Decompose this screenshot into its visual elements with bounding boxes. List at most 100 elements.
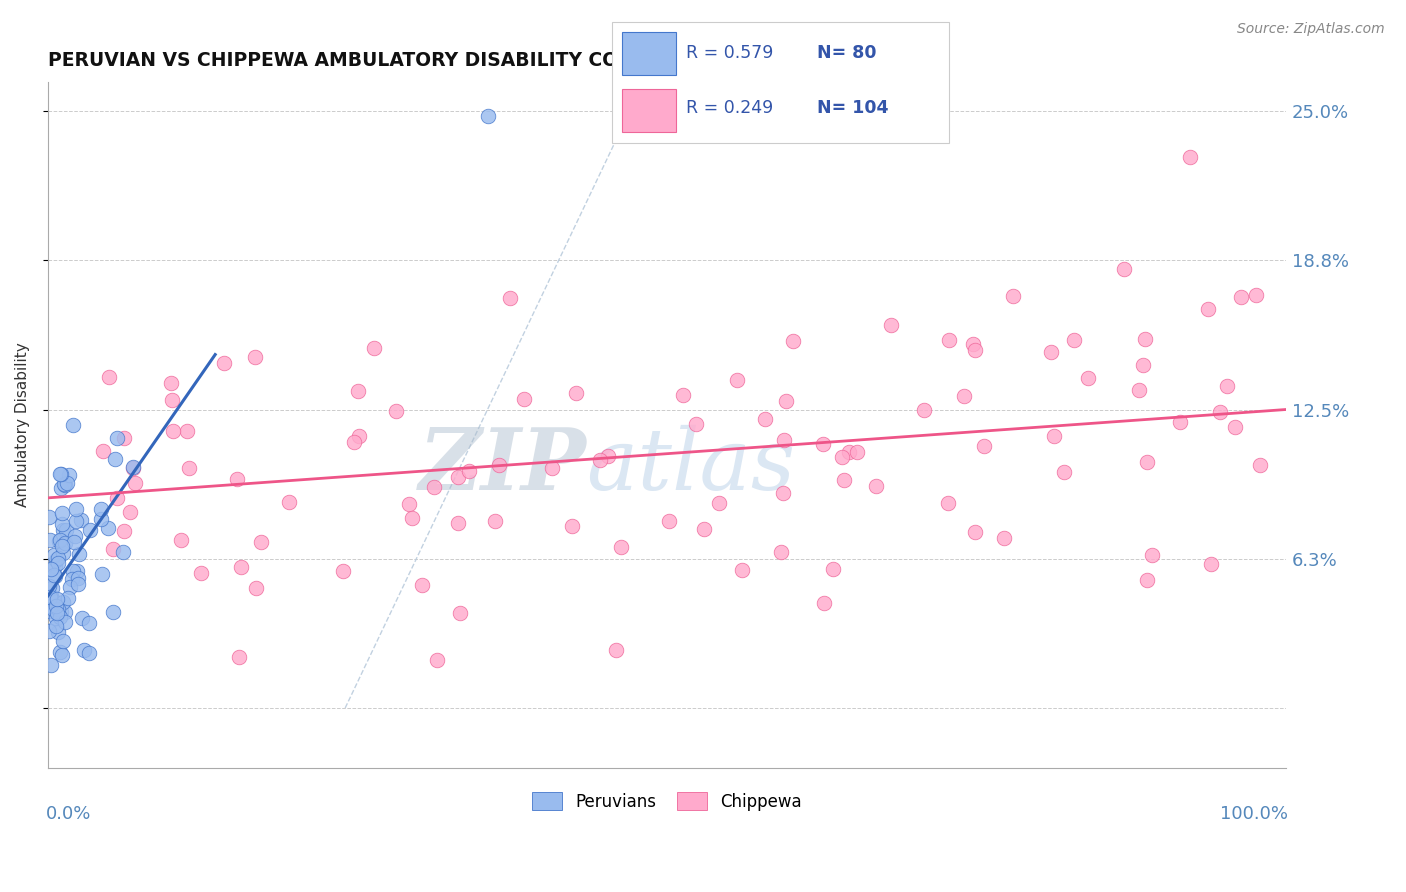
- Point: [51, 506, 73, 520]
- Point: [38, 599, 60, 613]
- Point: [52, 595, 75, 609]
- Point: [1136, 455, 1159, 469]
- Y-axis label: Ambulatory Disability: Ambulatory Disability: [15, 343, 30, 508]
- Point: [49, 609, 72, 624]
- Point: [53, 605, 76, 619]
- Point: [45, 610, 67, 624]
- Text: R = 0.249: R = 0.249: [686, 99, 773, 118]
- Point: [499, 291, 522, 305]
- Point: [65, 514, 87, 528]
- Point: [754, 411, 776, 425]
- Point: [1216, 378, 1239, 392]
- Text: ZIP: ZIP: [419, 425, 586, 508]
- Point: [912, 402, 935, 417]
- Point: [38, 624, 60, 638]
- Point: [90, 566, 112, 581]
- Point: [190, 566, 212, 581]
- Point: [112, 524, 135, 538]
- Point: [69, 513, 91, 527]
- Point: [105, 431, 128, 445]
- Point: [692, 523, 714, 537]
- Point: [42, 548, 65, 562]
- Point: [1249, 458, 1271, 472]
- Point: [41, 658, 63, 673]
- Point: [107, 491, 129, 505]
- Point: [53, 535, 76, 549]
- Point: [332, 564, 354, 578]
- Point: [212, 356, 235, 370]
- Point: [45, 619, 67, 633]
- Point: [813, 436, 835, 450]
- Point: [226, 472, 249, 486]
- Point: [45, 553, 67, 567]
- Point: [560, 519, 582, 533]
- Point: [449, 606, 471, 620]
- Point: [101, 605, 124, 619]
- Point: [346, 384, 368, 398]
- Text: 100.0%: 100.0%: [1220, 805, 1288, 823]
- Point: [56, 591, 79, 605]
- Point: [838, 445, 860, 459]
- Point: [605, 643, 627, 657]
- Point: [51, 467, 73, 481]
- Point: [1136, 573, 1159, 587]
- Point: [124, 475, 146, 490]
- Point: [162, 424, 184, 438]
- Point: [1208, 405, 1230, 419]
- Point: [401, 510, 423, 524]
- Point: [38, 533, 60, 548]
- Point: [965, 343, 987, 357]
- Point: [65, 502, 87, 516]
- Point: [865, 479, 887, 493]
- Point: [111, 545, 134, 559]
- Point: [596, 449, 619, 463]
- Point: [49, 467, 72, 481]
- Point: [1178, 150, 1201, 164]
- Point: [62, 535, 84, 549]
- Point: [77, 646, 100, 660]
- Point: [104, 452, 127, 467]
- Point: [725, 373, 748, 387]
- Point: [56, 476, 79, 491]
- Point: [1135, 332, 1157, 346]
- Text: PERUVIAN VS CHIPPEWA AMBULATORY DISABILITY CORRELATION CHART: PERUVIAN VS CHIPPEWA AMBULATORY DISABILI…: [48, 51, 814, 70]
- Point: [77, 616, 100, 631]
- Point: [936, 496, 959, 510]
- Point: [1199, 557, 1222, 571]
- Point: [63, 529, 86, 543]
- Point: [52, 634, 75, 648]
- Point: [121, 461, 143, 475]
- Point: [42, 602, 65, 616]
- Point: [51, 648, 73, 662]
- Point: [42, 592, 65, 607]
- Point: [176, 424, 198, 438]
- Point: [49, 481, 72, 495]
- Point: [398, 497, 420, 511]
- Point: [51, 605, 73, 619]
- Point: [245, 581, 267, 595]
- Point: [249, 535, 271, 549]
- Point: [1077, 371, 1099, 385]
- Point: [46, 602, 69, 616]
- Point: [160, 393, 183, 408]
- Point: [775, 393, 797, 408]
- Point: [231, 559, 253, 574]
- Point: [90, 501, 112, 516]
- Point: [60, 572, 83, 586]
- Point: [1053, 465, 1076, 479]
- Point: [880, 318, 903, 332]
- Point: [610, 541, 633, 555]
- Point: [658, 514, 681, 528]
- Point: [243, 350, 266, 364]
- Point: [769, 545, 792, 559]
- Point: [1002, 289, 1025, 303]
- Point: [62, 564, 84, 578]
- Point: [52, 523, 75, 537]
- Point: [963, 524, 986, 539]
- Point: [813, 596, 835, 610]
- Point: [114, 431, 136, 445]
- Point: [1063, 333, 1085, 347]
- Point: [589, 453, 612, 467]
- Point: [90, 512, 112, 526]
- Point: [363, 341, 385, 355]
